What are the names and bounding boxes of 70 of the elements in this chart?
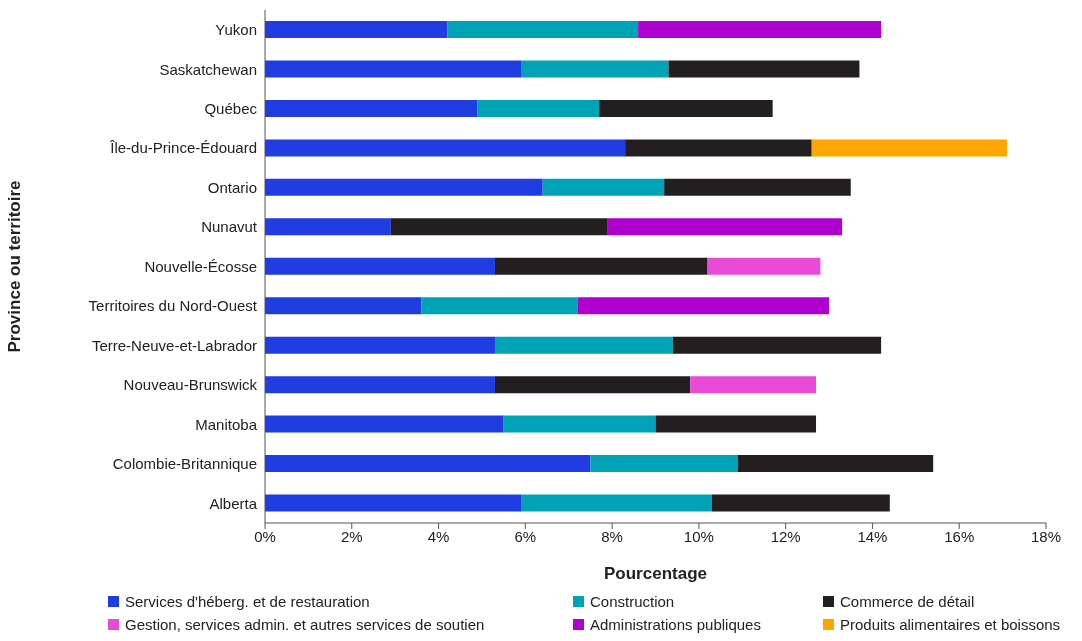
bar [590,455,738,473]
bar [494,336,673,354]
legend-label: Construction [590,593,675,610]
bar [265,257,495,275]
x-tick-label: 8% [601,527,623,545]
bar [668,60,860,78]
x-tick-label: 12% [770,527,801,545]
bar [707,257,821,275]
x-tick-label: 4% [427,527,450,545]
legend-label: Produits alimentaires et boissons [840,616,1061,633]
bar [520,60,669,78]
y-tick-label: Alberta [209,494,258,512]
bar [711,494,890,512]
y-axis-title: Province ou territoire [5,180,25,353]
bar [265,60,521,78]
y-tick-label: Colombie-Britannique [112,455,257,473]
x-tick-label: 0% [254,527,276,545]
bar [447,21,639,38]
bar [265,376,495,394]
bar [672,336,882,354]
bar [520,494,712,512]
bar [503,415,656,433]
bar [625,139,812,157]
x-tick-label: 16% [944,527,975,545]
bar [265,494,521,512]
bar [664,178,851,196]
bar [265,178,543,196]
bar [542,178,665,196]
bar [265,218,391,236]
bar [265,99,478,117]
bar [811,139,1007,157]
bar [265,415,504,433]
x-tick-label: 2% [340,527,363,545]
y-tick-label: Manitoba [195,415,258,433]
y-tick-label: Yukon [215,21,257,39]
y-tick-label: Ontario [207,178,257,196]
y-tick-label: Terre-Neuve-et-Labrador [91,336,257,354]
bar [655,415,817,433]
bar [265,297,422,315]
legend-label: Commerce de détail [840,593,975,610]
legend-label: Administrations publiques [590,616,761,633]
y-tick-label: Île-du-Prince-Édouard [109,139,257,157]
bar [494,376,691,394]
y-tick-label: Territoires du Nord-Ouest [88,297,258,315]
bar [690,376,817,394]
x-tick-label: 14% [857,527,888,545]
bar [265,21,448,38]
bar [494,257,708,275]
bar [477,99,600,117]
bar [737,455,934,473]
y-tick-label: Nouveau-Brunswick [123,376,258,394]
bar [265,139,626,157]
bar [599,99,773,117]
bar [607,218,843,236]
y-tick-label: Nouvelle-Écosse [144,257,257,275]
bar [390,218,608,236]
y-tick-label: Québec [204,99,258,117]
legend-label: Gestion, services admin. et autres services de soutien [125,616,485,633]
bar [421,297,578,315]
x-tick-label: 6% [514,527,537,545]
bar [577,297,830,315]
bar [265,455,591,473]
x-tick-label: 18% [1030,527,1062,545]
x-axis-title: Pourcentage [604,564,707,583]
bar [638,21,882,38]
y-tick-label: Nunavut [201,218,258,236]
x-tick-label: 10% [683,527,714,545]
bar [265,336,495,354]
legend-label: Services d'héberg. et de restauration [125,593,370,610]
y-tick-label: Saskatchewan [159,60,257,78]
